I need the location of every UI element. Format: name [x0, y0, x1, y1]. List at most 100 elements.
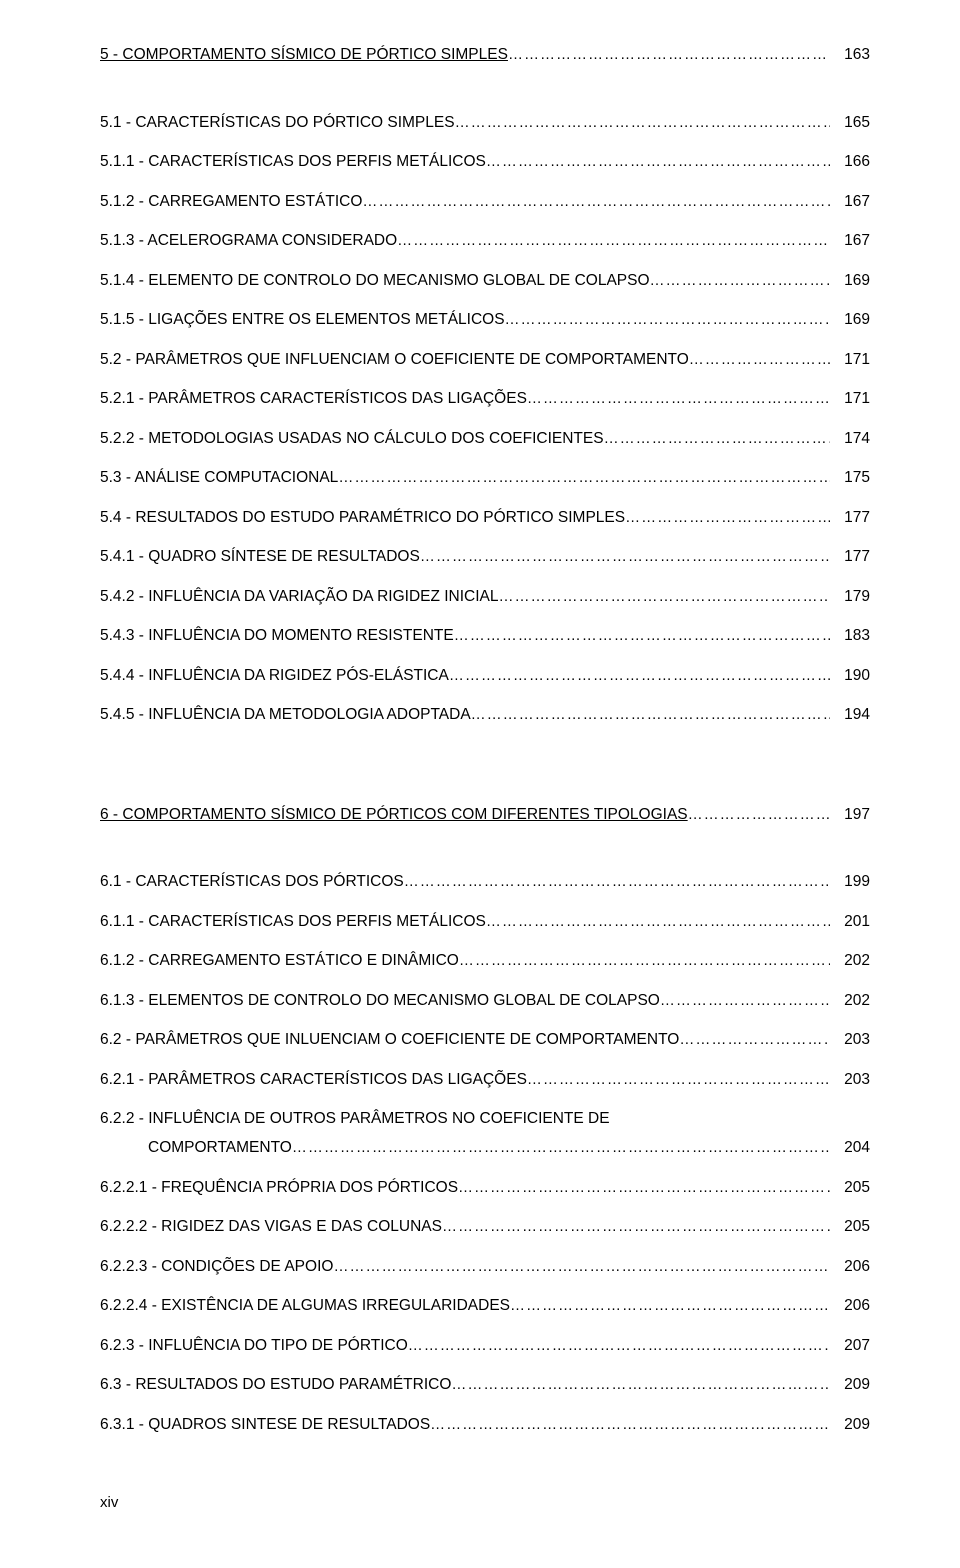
toc-entry-page: 177 — [830, 503, 870, 532]
toc-entry: 5.4.2 - INFLUÊNCIA DA VARIAÇÃO DA RIGIDE… — [100, 582, 870, 612]
toc-entry-text: 5.4 - RESULTADOS DO ESTUDO PARAMÉTRICO D… — [100, 503, 625, 532]
toc-entry-text: 6.2.2.3 - CONDIÇÕES DE APOIO — [100, 1252, 333, 1281]
toc-entry: 5.1.5 - LIGAÇÕES ENTRE OS ELEMENTOS METÁ… — [100, 305, 870, 335]
toc-entry-page: 167 — [830, 226, 870, 255]
leader-dots — [625, 503, 830, 533]
toc-entry-page: 183 — [830, 621, 870, 650]
toc-entry: 5.4.4 - INFLUÊNCIA DA RIGIDEZ PÓS-ELÁSTI… — [100, 661, 870, 691]
toc-entry-page: 166 — [830, 147, 870, 176]
toc-entry: 5.1.1 - CARACTERÍSTICAS DOS PERFIS METÁL… — [100, 147, 870, 177]
toc-entry-text: 5.3 - ANÁLISE COMPUTACIONAL — [100, 463, 338, 492]
toc-entry-page: 202 — [830, 946, 870, 975]
toc-entry-text: 6.1.3 - ELEMENTOS DE CONTROLO DO MECANIS… — [100, 986, 660, 1015]
toc-entry-page: 206 — [830, 1252, 870, 1281]
leader-dots — [292, 1133, 830, 1163]
toc-heading-6: 6 - COMPORTAMENTO SÍSMICO DE PÓRTICOS CO… — [100, 800, 870, 830]
toc-entry: 5.4.5 - INFLUÊNCIA DA METODOLOGIA ADOPTA… — [100, 700, 870, 730]
toc-entry-page: 209 — [830, 1370, 870, 1399]
toc-entry-text: 5.1.1 - CARACTERÍSTICAS DOS PERFIS METÁL… — [100, 147, 486, 176]
toc-entry-text: 6.2.1 - PARÂMETROS CARACTERÍSTICOS DAS L… — [100, 1065, 527, 1094]
toc-entry: 6.2 - PARÂMETROS QUE INLUENCIAM O COEFIC… — [100, 1025, 870, 1055]
toc-entry: 6.1.3 - ELEMENTOS DE CONTROLO DO MECANIS… — [100, 986, 870, 1016]
leader-dots — [650, 266, 830, 296]
toc-entry-text: 5.2 - PARÂMETROS QUE INFLUENCIAM O COEFI… — [100, 345, 689, 374]
toc-entry-page: 169 — [830, 305, 870, 334]
toc-entry-text: 6.3 - RESULTADOS DO ESTUDO PARAMÉTRICO — [100, 1370, 451, 1399]
leader-dots — [449, 661, 830, 691]
toc-entry-text: 6.2.2.2 - RIGIDEZ DAS VIGAS E DAS COLUNA… — [100, 1212, 442, 1241]
toc-entry: 6.2.2.3 - CONDIÇÕES DE APOIO 206 — [100, 1252, 870, 1282]
leader-dots — [660, 986, 830, 1016]
toc-entry-text: 5.1.3 - ACELEROGRAMA CONSIDERADO — [100, 226, 397, 255]
toc-entry-page: 203 — [830, 1065, 870, 1094]
toc-entry-page: 177 — [830, 542, 870, 571]
toc-entry-text: 6.2.2.1 - FREQUÊNCIA PRÓPRIA DOS PÓRTICO… — [100, 1173, 458, 1202]
toc-entry-text: 6.3.1 - QUADROS SINTESE DE RESULTADOS — [100, 1410, 430, 1439]
toc-entry-text: 5.4.2 - INFLUÊNCIA DA VARIAÇÃO DA RIGIDE… — [100, 582, 499, 611]
toc-entry-page: 204 — [830, 1133, 870, 1162]
toc-entry: 5.4.3 - INFLUÊNCIA DO MOMENTO RESISTENTE… — [100, 621, 870, 651]
toc-entry: 5.2.2 - METODOLOGIAS USADAS NO CÁLCULO D… — [100, 424, 870, 454]
leader-dots — [689, 345, 830, 375]
toc-entry-text-line2: COMPORTAMENTO — [100, 1133, 292, 1162]
leader-dots — [338, 463, 830, 493]
toc-entry-page: 190 — [830, 661, 870, 690]
toc-entry: 6.1 - CARACTERÍSTICAS DOS PÓRTICOS199 — [100, 867, 870, 897]
leader-dots — [499, 582, 830, 612]
toc-entry-page: 179 — [830, 582, 870, 611]
page-number-footer: xiv — [100, 1489, 870, 1518]
toc-entry-wrapped: 6.2.2 - INFLUÊNCIA DE OUTROS PARÂMETROS … — [100, 1104, 870, 1163]
toc-entry-text: 6.2.3 - INFLUÊNCIA DO TIPO DE PÓRTICO — [100, 1331, 408, 1360]
leader-dots — [404, 867, 830, 897]
leader-dots — [454, 621, 830, 651]
toc-entry-text: 5.4.4 - INFLUÊNCIA DA RIGIDEZ PÓS-ELÁSTI… — [100, 661, 449, 690]
toc-entry: 6.2.1 - PARÂMETROS CARACTERÍSTICOS DAS L… — [100, 1065, 870, 1095]
toc-entry-page: 171 — [830, 384, 870, 413]
toc-heading-text: 6 - COMPORTAMENTO SÍSMICO DE PÓRTICOS CO… — [100, 800, 688, 829]
toc-entry-page: 171 — [830, 345, 870, 374]
toc-entry-page: 203 — [830, 1025, 870, 1054]
leader-dots — [455, 108, 830, 138]
leader-dots — [471, 700, 830, 730]
toc-entry-page: 205 — [830, 1212, 870, 1241]
leader-dots — [527, 1065, 830, 1095]
toc-entry-page: 167 — [830, 187, 870, 216]
leader-dots — [451, 1370, 830, 1400]
toc-entry-text: 5.1.2 - CARREGAMENTO ESTÁTICO — [100, 187, 362, 216]
toc-heading-5: 5 - COMPORTAMENTO SÍSMICO DE PÓRTICO SIM… — [100, 40, 870, 70]
toc-entry: 5.1 - CARACTERÍSTICAS DO PÓRTICO SIMPLES… — [100, 108, 870, 138]
leader-dots — [688, 800, 830, 830]
leader-dots — [604, 424, 830, 454]
toc-entry-page: 206 — [830, 1291, 870, 1320]
leader-dots — [333, 1252, 830, 1282]
toc-entry-page: 169 — [830, 266, 870, 295]
leader-dots — [510, 1291, 830, 1321]
toc-entry-text: 5.4.3 - INFLUÊNCIA DO MOMENTO RESISTENTE — [100, 621, 454, 650]
leader-dots — [508, 40, 830, 70]
toc-entry: 6.1.1 - CARACTERÍSTICAS DOS PERFIS METÁL… — [100, 907, 870, 937]
toc-entry: 5.1.4 - ELEMENTO DE CONTROLO DO MECANISM… — [100, 266, 870, 296]
toc-entry-text: 6.1.2 - CARREGAMENTO ESTÁTICO E DINÂMICO — [100, 946, 459, 975]
leader-dots — [486, 907, 830, 937]
toc-entry-page: 209 — [830, 1410, 870, 1439]
leader-dots — [458, 1173, 830, 1203]
leader-dots — [527, 384, 830, 414]
toc-heading-text: 5 - COMPORTAMENTO SÍSMICO DE PÓRTICO SIM… — [100, 40, 508, 69]
leader-dots — [459, 946, 830, 976]
toc-entry-text: 5.2.2 - METODOLOGIAS USADAS NO CÁLCULO D… — [100, 424, 604, 453]
leader-dots — [486, 147, 830, 177]
toc-entry: 5.2 - PARÂMETROS QUE INFLUENCIAM O COEFI… — [100, 345, 870, 375]
leader-dots — [420, 542, 830, 572]
toc-entry-text: 6.1 - CARACTERÍSTICAS DOS PÓRTICOS — [100, 867, 404, 896]
toc-entry-page: 202 — [830, 986, 870, 1015]
toc-entry: 6.3 - RESULTADOS DO ESTUDO PARAMÉTRICO 20… — [100, 1370, 870, 1400]
toc-entry-text: 5.4.5 - INFLUÊNCIA DA METODOLOGIA ADOPTA… — [100, 700, 471, 729]
toc-entry: 6.2.2.2 - RIGIDEZ DAS VIGAS E DAS COLUNA… — [100, 1212, 870, 1242]
toc-entry-text: 5.4.1 - QUADRO SÍNTESE DE RESULTADOS — [100, 542, 420, 571]
toc-entry-page: 175 — [830, 463, 870, 492]
toc-heading-page: 163 — [830, 40, 870, 69]
leader-dots — [430, 1410, 830, 1440]
toc-entry-text: 5.1 - CARACTERÍSTICAS DO PÓRTICO SIMPLES — [100, 108, 455, 137]
toc-entry-text: 5.1.4 - ELEMENTO DE CONTROLO DO MECANISM… — [100, 266, 650, 295]
toc-entry-page: 207 — [830, 1331, 870, 1360]
